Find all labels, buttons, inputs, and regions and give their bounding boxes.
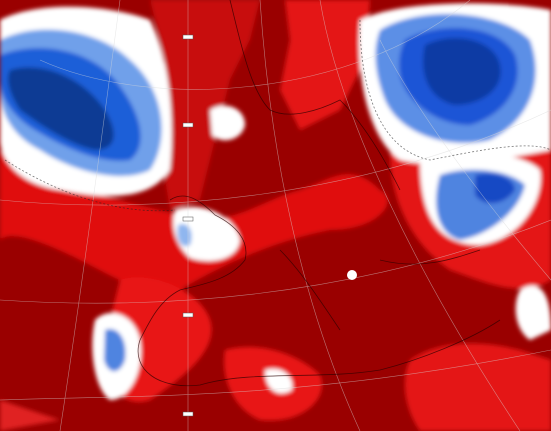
zero-contours <box>4 19 551 212</box>
white-sahara-spot <box>265 368 293 394</box>
parallel <box>0 349 551 401</box>
parallel <box>0 219 551 304</box>
blue-morocco <box>104 329 126 372</box>
coast <box>379 249 481 265</box>
coast <box>137 195 501 387</box>
red-scandinavia <box>280 0 370 130</box>
parallel <box>0 109 551 206</box>
white-norway <box>210 105 245 141</box>
meridian <box>259 0 361 431</box>
tick-box <box>182 312 194 318</box>
navy-siberia <box>423 37 501 105</box>
tick-box <box>182 122 194 128</box>
tick-boxes <box>182 34 194 417</box>
meridian <box>379 39 551 281</box>
tick-box <box>182 34 194 40</box>
coast <box>279 249 341 331</box>
red-corner <box>0 400 60 431</box>
meridian <box>319 0 521 431</box>
coast <box>229 0 401 191</box>
tick-box <box>182 411 194 417</box>
navy-atlantic <box>8 67 114 150</box>
tick-box <box>182 216 194 222</box>
red-middle-east <box>404 343 551 431</box>
red-band-north-sea <box>150 0 260 210</box>
contour <box>4 159 176 212</box>
parallel <box>39 0 471 90</box>
white-east-edge <box>515 285 551 340</box>
navy-caspian <box>475 173 515 204</box>
meridian <box>59 0 121 431</box>
white-spot <box>347 270 357 280</box>
coastlines <box>137 0 501 387</box>
contour <box>359 19 551 161</box>
